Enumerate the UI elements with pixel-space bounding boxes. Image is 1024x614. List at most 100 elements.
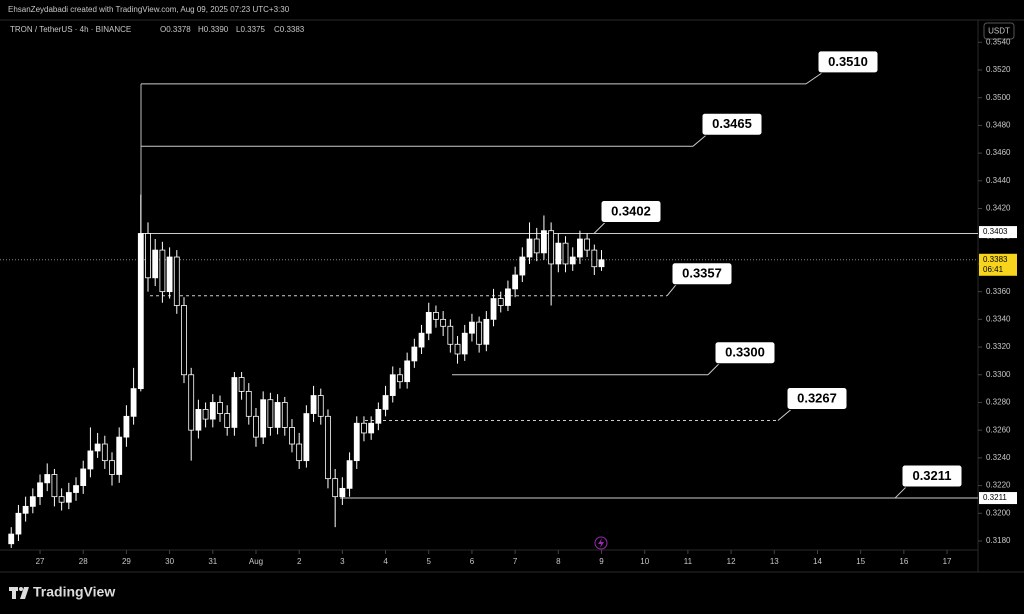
level-box [901,464,963,488]
currency-label[interactable]: USDT [988,27,1010,36]
candle-body [202,408,209,420]
countdown: 06:41 [983,265,1004,274]
candle-body [584,238,591,251]
x-tick-label: 16 [899,557,908,566]
candle-body [317,395,324,417]
candle-body [58,496,65,503]
candle-body [123,415,130,438]
axis-price-label: 0.3403 [983,227,1008,236]
candle-body [260,399,267,438]
candle-body [353,422,360,462]
candle-body [389,374,396,396]
x-tick-label: 2 [297,557,302,566]
x-tick-label: 7 [513,557,518,566]
currency-button[interactable] [983,22,1015,40]
y-tick-label: 0.3340 [986,314,1011,323]
level-pointer [777,409,792,421]
y-tick-label: 0.3240 [986,453,1011,462]
candle-body [325,415,331,480]
candle-body [361,422,367,434]
x-tick-label: 6 [470,557,475,566]
level-pointer [707,363,720,376]
candle-body [339,487,346,498]
candle-body [101,443,108,462]
candle-body [281,402,288,428]
level-label: 0.3267 [797,390,837,405]
candle-body [44,474,51,484]
credit: EhsanZeydabadi created with TradingView.… [8,5,290,14]
logo-part [19,587,23,591]
candle-body [519,256,526,276]
level-label: 0.3465 [712,116,752,131]
candle-body [411,346,418,362]
level-box [600,199,662,223]
candle-body [418,332,425,348]
candle-body [555,242,562,265]
candle-body [289,427,295,445]
candle-body [526,238,533,258]
candle-body [267,399,274,428]
y-tick-label: 0.3180 [986,536,1011,545]
candle-body [533,238,540,254]
candle-body [490,298,497,320]
last-price-label: 0.3383 [983,255,1008,264]
candle-body [188,374,195,431]
candle-body [476,321,483,345]
level-pointer [805,72,823,85]
candle-body [80,468,87,486]
y-tick-label: 0.3220 [986,481,1011,490]
x-tick-label: 13 [770,557,779,566]
logo-part [12,587,16,599]
candle-body [8,533,15,545]
candle-body [310,395,317,414]
event-icon[interactable] [598,538,604,548]
candle-body [368,422,375,434]
candle-body [29,496,36,507]
candle-body [425,312,432,334]
candle-body [497,298,504,306]
candle-body [382,395,389,410]
y-tick-label: 0.3280 [986,398,1011,407]
x-tick-label: 14 [813,557,822,566]
x-tick-label: 4 [383,557,388,566]
candle-body [274,402,281,428]
candle-body [65,492,72,503]
x-tick-label: 11 [684,557,693,566]
y-tick-label: 0.3420 [986,204,1011,213]
level-pointer [666,284,677,297]
level-box [817,50,879,74]
candle-body [245,390,252,417]
ohlc-value: C0.3383 [274,25,305,34]
candle-body [447,325,454,345]
candle-body [541,230,547,254]
x-tick-label: 28 [79,557,88,566]
candle-body [454,343,461,355]
ohlc-value: L0.3375 [236,25,265,34]
event-icon[interactable] [594,536,608,550]
candle-body [37,482,43,498]
symbol-title: TRON / TetherUS · 4h · BINANCE [10,25,131,34]
candle-body [303,413,310,462]
candle-body [217,402,223,414]
brand-logo [9,587,29,599]
x-tick-label: 27 [36,557,45,566]
x-tick-label: 8 [556,557,561,566]
ohlc-value: O0.3378 [160,25,191,34]
candle-body [231,377,238,428]
candle-body [577,238,583,258]
y-tick-label: 0.3360 [986,287,1011,296]
candle-body [224,413,231,428]
candle-body [209,402,216,420]
candle-body [296,443,303,462]
candle-body [137,233,144,390]
candle-body [512,274,519,290]
x-tick-label: 30 [165,557,174,566]
candle-body [159,249,166,293]
y-tick-label: 0.3440 [986,176,1011,185]
x-tick-label: 15 [856,557,865,566]
x-tick-label: Aug [249,557,263,566]
candle-body [109,460,115,475]
candle-body [483,318,490,345]
axis-price-box [979,492,1017,505]
brand: TradingView [33,584,115,600]
